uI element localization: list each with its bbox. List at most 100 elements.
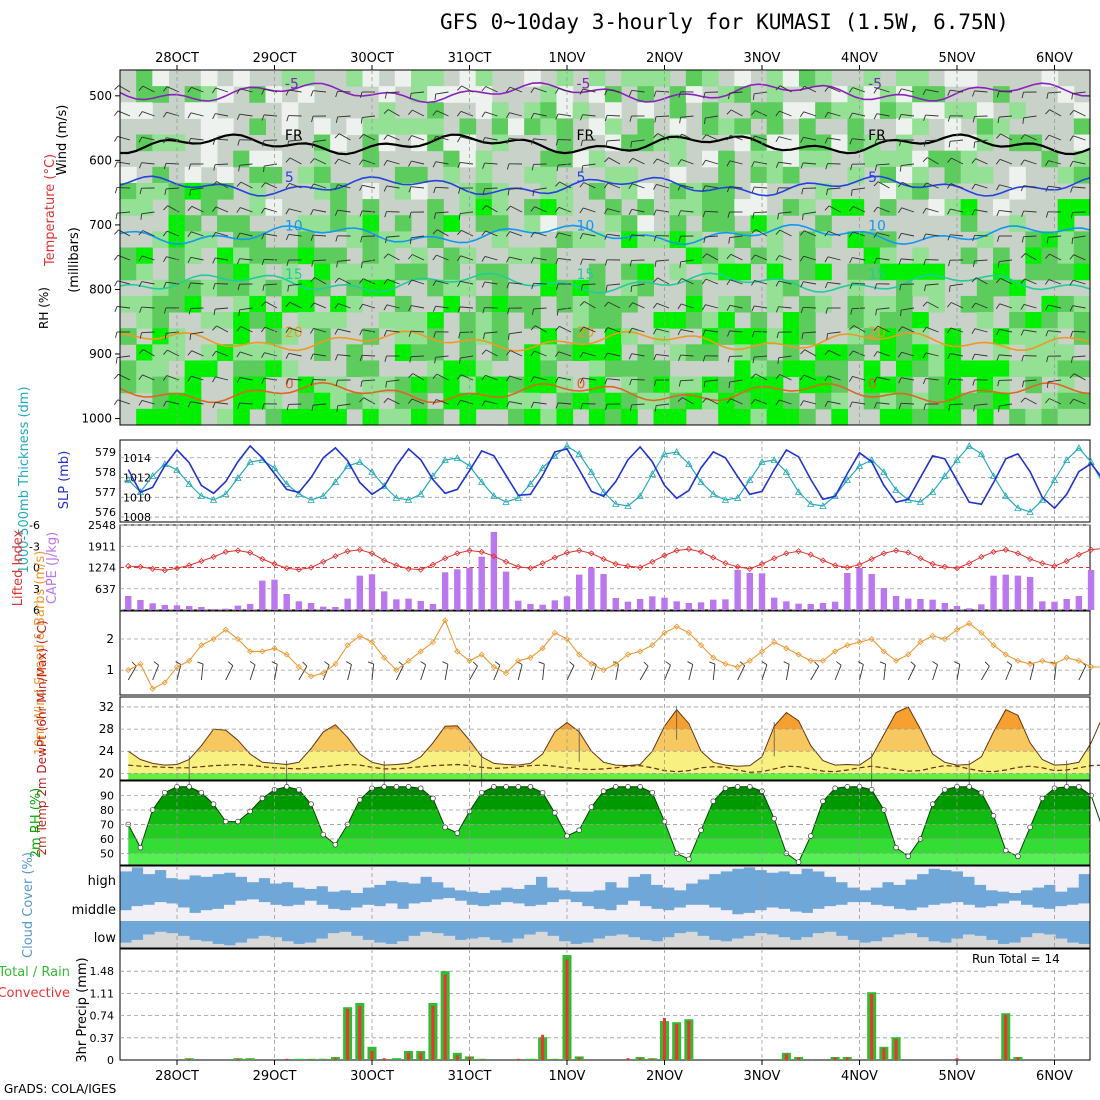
thickness-point (794, 488, 803, 495)
wind-barb (1069, 279, 1074, 286)
wind-barb (236, 114, 241, 120)
wind-barb (361, 261, 363, 269)
wind-speed-point (527, 654, 534, 661)
wind-barb (411, 279, 425, 285)
cape-bar (746, 572, 754, 610)
cloud-cell (477, 866, 490, 893)
wind-barb (249, 661, 256, 666)
wind-barb (1046, 92, 1049, 99)
rh-cell (782, 408, 800, 426)
cloud-cell (420, 902, 433, 921)
wind-barb (947, 208, 951, 215)
li-tick-label: -6 (29, 519, 40, 532)
wind-speed-point (1087, 663, 1095, 671)
wind-barb (629, 404, 632, 411)
thickness-point (880, 468, 888, 475)
wind-barb (481, 230, 486, 236)
isotherm-label: 10 (868, 219, 886, 235)
cloud-cell (974, 907, 987, 921)
rh-cell (540, 344, 557, 361)
lifted-index-point (344, 548, 351, 555)
rh-cell (475, 376, 493, 394)
wind-barb (899, 139, 902, 146)
thickness-point (404, 496, 413, 503)
wind-barb (509, 401, 523, 405)
cloud-cell (270, 904, 282, 921)
rh-cell (718, 247, 735, 265)
precip-convective-bar (553, 1059, 557, 1060)
cloud-cell (120, 942, 132, 948)
wind-barb (628, 209, 633, 215)
cape-bar (405, 598, 412, 610)
rh-point (198, 789, 205, 796)
wind-speed-point (576, 651, 583, 658)
wind-speed-point (539, 645, 546, 652)
cape-bar (1002, 574, 1009, 610)
rh-cell (750, 312, 768, 329)
wind-barb (950, 89, 964, 93)
rh-cell (217, 182, 234, 200)
wind-barb (338, 158, 351, 165)
rh-cell (152, 328, 169, 345)
isotherm-label: FR (868, 128, 886, 144)
wind-barb (702, 185, 706, 192)
rh-cell (362, 392, 380, 410)
isotherm-label: 20 (285, 325, 303, 341)
rh-cell (491, 392, 509, 410)
rh-cell (685, 344, 703, 361)
wind-barb (386, 379, 400, 383)
cloud-cell (212, 908, 225, 921)
cape-bar (734, 569, 741, 610)
rh-cell (508, 376, 525, 394)
wind-barb (751, 161, 755, 168)
rh-cell (249, 199, 266, 216)
wind-barb (852, 231, 866, 237)
thickness-point (660, 450, 669, 457)
cloud-cell (293, 943, 306, 948)
wind-barb (874, 402, 877, 409)
cloud-cell (628, 937, 640, 948)
cloud-cell (501, 902, 513, 921)
cloud-cell (616, 866, 629, 888)
rh-cell (540, 360, 557, 378)
cloud-level-label: high (88, 874, 116, 889)
lifted-index-point (929, 560, 936, 568)
rh-cell (847, 263, 865, 281)
rh-cell (976, 279, 994, 297)
rh-cell (281, 102, 299, 119)
cape-bar (320, 606, 327, 610)
rh-cell (993, 392, 1010, 410)
rh-tick-label: 60 (100, 833, 114, 846)
lifted-index-point (125, 563, 132, 570)
thickness-point (343, 462, 352, 469)
rh-cell (863, 102, 881, 119)
rh-cell (508, 408, 525, 426)
wind-barb (288, 139, 302, 142)
wind-barb (383, 304, 388, 311)
wind-barb (974, 259, 988, 262)
wind-barb (114, 136, 118, 142)
wind-barb (1023, 185, 1037, 189)
wind-speed-point (795, 651, 802, 658)
rh-cell (411, 247, 428, 265)
wind-barb (334, 184, 339, 191)
wind-barb (114, 161, 118, 168)
precip-convective-bar (638, 1058, 642, 1060)
wind-barb (898, 182, 903, 188)
rh-cell (524, 166, 541, 184)
rh-cell (718, 328, 735, 345)
wind-barb (923, 140, 926, 147)
cloud-cell (674, 907, 687, 921)
rh-cell (637, 199, 654, 216)
wind-barb (215, 113, 229, 117)
wind-barb (974, 328, 988, 333)
rh-cell (297, 312, 315, 329)
cloud-cell (616, 904, 629, 921)
wind-barb (751, 280, 755, 286)
ylabel-thickness: 1000-500mb Thickness (dm) (17, 386, 32, 573)
rh-cell (459, 86, 477, 103)
rh-cell (944, 408, 962, 426)
wind-barb (876, 257, 890, 261)
wind-barb (701, 134, 707, 140)
isotherm-label: 15 (285, 267, 303, 283)
